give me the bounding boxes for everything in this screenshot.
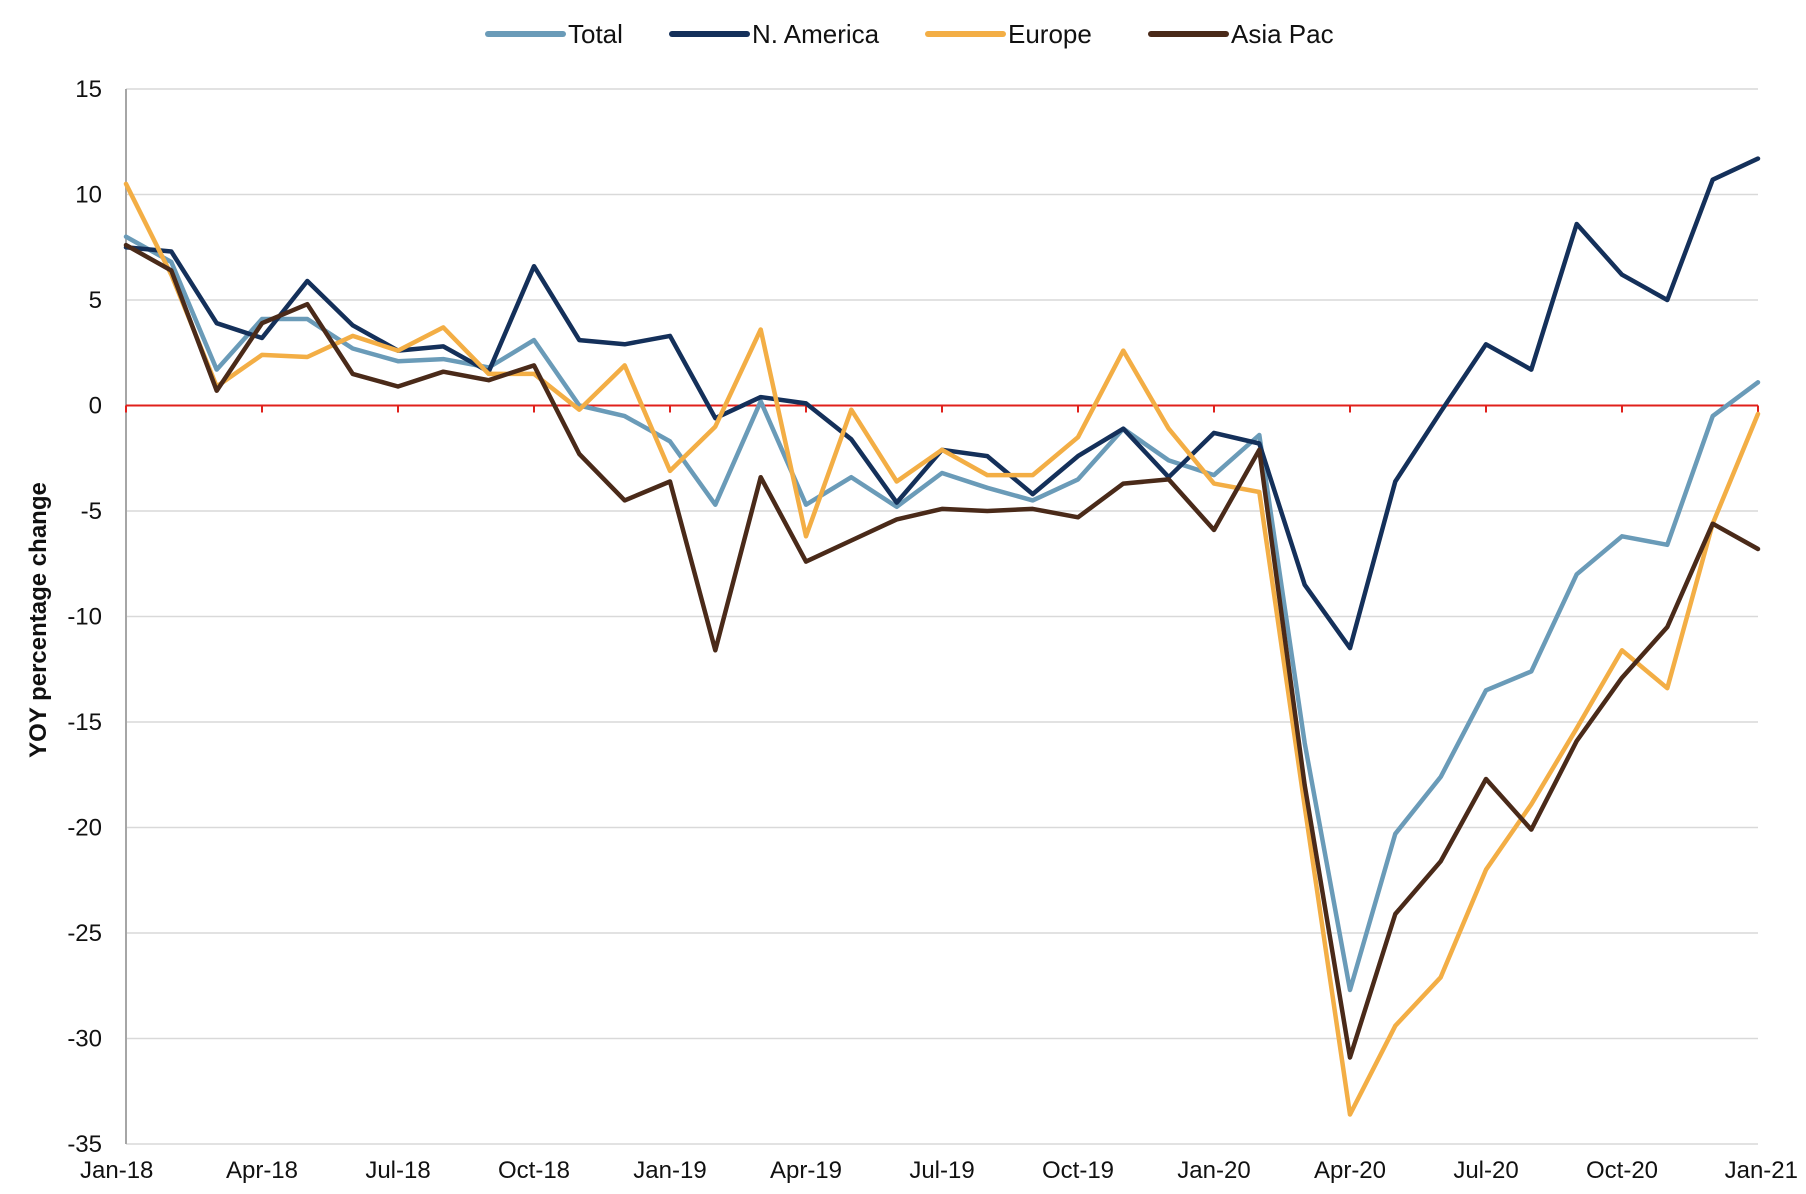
x-tick-label: Jul-19	[909, 1157, 974, 1184]
y-tick-label: 10	[75, 182, 102, 209]
y-tick-label: -25	[67, 920, 102, 947]
y-tick-label: 5	[89, 287, 102, 314]
x-tick-label: Apr-18	[226, 1157, 298, 1184]
y-tick-label: 15	[75, 76, 102, 103]
x-tick-label: Apr-19	[770, 1157, 842, 1184]
series-lines	[123, 156, 1761, 1117]
y-tick-label: 0	[89, 393, 102, 420]
y-tick-label: -20	[67, 815, 102, 842]
series-line-europe	[123, 181, 1761, 1117]
y-tick-label: -35	[67, 1131, 102, 1158]
y-tick-label: -5	[81, 498, 102, 525]
legend-label-total: Total	[568, 19, 623, 49]
x-tick-label: Jan-19	[633, 1157, 706, 1184]
x-tick-label: Oct-20	[1586, 1157, 1658, 1184]
gridlines	[126, 88, 1758, 1145]
y-tick-label: -10	[67, 604, 102, 631]
series-line-n-america	[123, 156, 1761, 651]
x-tick-label: Oct-18	[498, 1157, 570, 1184]
x-tick-label: Jul-20	[1453, 1157, 1518, 1184]
x-tick-label: Jul-18	[365, 1157, 430, 1184]
legend-label-n-america: N. America	[752, 19, 880, 49]
y-tick-label: -30	[67, 1026, 102, 1053]
series-line-total	[123, 234, 1761, 993]
series-line-asia-pac	[123, 242, 1761, 1060]
y-tick-label: -15	[67, 709, 102, 736]
legend-label-asia-pac: Asia Pac	[1231, 19, 1334, 49]
x-tick-label: Jan-21	[1725, 1157, 1798, 1184]
x-tick-label: Jan-18	[80, 1157, 153, 1184]
x-tick-label: Apr-20	[1314, 1157, 1386, 1184]
y-axis-label: YOY percentage change	[25, 482, 52, 758]
x-tick-label: Oct-19	[1042, 1157, 1114, 1184]
x-axis: Jan-18 Apr-18 Jul-18 Oct-18 Jan-19 Apr-19 Jul-…	[80, 404, 1798, 1184]
x-tick-label: Jan-20	[1177, 1157, 1250, 1184]
y-axis: 15 10 5 0 -5 -10 -15 -20 -25 -30 -35	[67, 76, 127, 1158]
legend-label-europe: Europe	[1008, 19, 1092, 49]
legend: Total N. America Europe Asia Pac	[485, 19, 1334, 49]
